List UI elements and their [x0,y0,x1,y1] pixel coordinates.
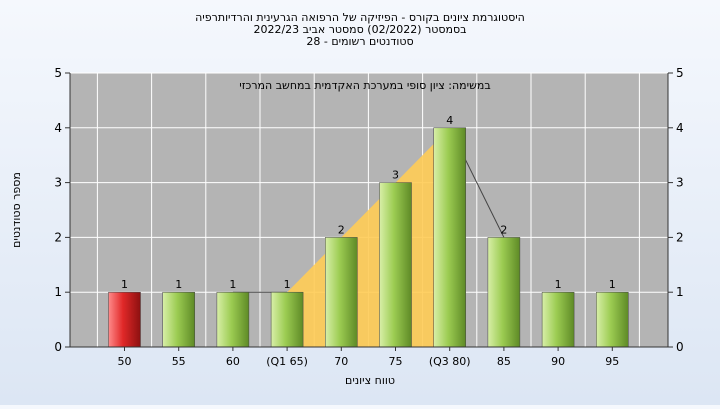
bar-4 [270,291,304,348]
bar-7 [433,127,466,348]
data-label-1: 1 [121,278,128,291]
x-tick-label-5: 70 [334,355,348,368]
bar-6 [379,182,412,348]
data-label-10: 1 [609,278,616,291]
bar-2 [162,291,195,348]
bar-3 [216,291,250,348]
y-tick-label-left: 3 [54,176,62,190]
x-tick-label-3: 60 [226,355,240,368]
y-tick-label-left: 0 [54,340,62,354]
data-label-8: 2 [500,223,507,236]
y-tick-label-right: 5 [676,66,684,80]
bar-1 [108,291,141,348]
chart-title: היסטוגרמת ציונים בקורס - הפיזיקה של הרפו… [195,11,525,48]
y-axis-label: מספר סטודנטים [10,172,23,248]
bar-8 [487,237,521,348]
data-label-5: 2 [338,223,345,236]
data-label-9: 1 [555,278,562,291]
bar-5 [325,237,358,348]
y-tick-label-left: 5 [54,66,62,80]
bars [108,127,629,348]
y-tick-label-right: 1 [676,285,684,299]
bar-9 [541,291,575,348]
title-line-1: היסטוגרמת ציונים בקורס - הפיזיקה של הרפו… [195,11,525,24]
x-tick-label-9: 90 [551,355,565,368]
axes: 0 01 12 23 34 45 550 55 60 (Q1 65) 70 75 (Q3 80) 85 90… [54,66,683,368]
title-line-3: סטודנטים רשומים - 28 [306,35,413,48]
y-tick-label-left: 4 [54,121,62,135]
y-tick-label-left: 1 [54,285,62,299]
data-labels: 1 1 1 1 2 3 4 2 1 1 [121,114,616,291]
x-tick-label-10: 95 [605,355,619,368]
data-label-7: 4 [446,114,453,127]
y-tick-label-right: 4 [676,121,684,135]
data-label-4: 1 [284,278,291,291]
x-tick-label-1: 50 [118,355,132,368]
grid-lines [70,72,668,348]
y-tick-label-left: 2 [54,230,62,244]
x-tick-label-6: 75 [389,355,403,368]
chart-subtitle: במשימה: ציון סופי במערכת האקדמית במחשב ה… [239,79,490,92]
bar-10 [596,291,629,348]
x-tick-label-4: (Q1 65) [266,355,308,368]
data-label-3: 1 [229,278,236,291]
data-label-6: 3 [392,169,399,182]
y-tick-label-right: 2 [676,230,684,244]
x-tick-label-7: (Q3 80) [429,355,471,368]
y-tick-label-right: 0 [676,340,684,354]
x-tick-label-8: 85 [497,355,511,368]
title-line-2: בסמסטר (02/2022) סמסטר אביב 2022/23 [253,23,466,36]
y-tick-label-right: 3 [676,176,684,190]
x-axis-label: טווח ציונים [345,374,395,387]
data-label-2: 1 [175,278,182,291]
x-tick-label-2: 55 [172,355,186,368]
